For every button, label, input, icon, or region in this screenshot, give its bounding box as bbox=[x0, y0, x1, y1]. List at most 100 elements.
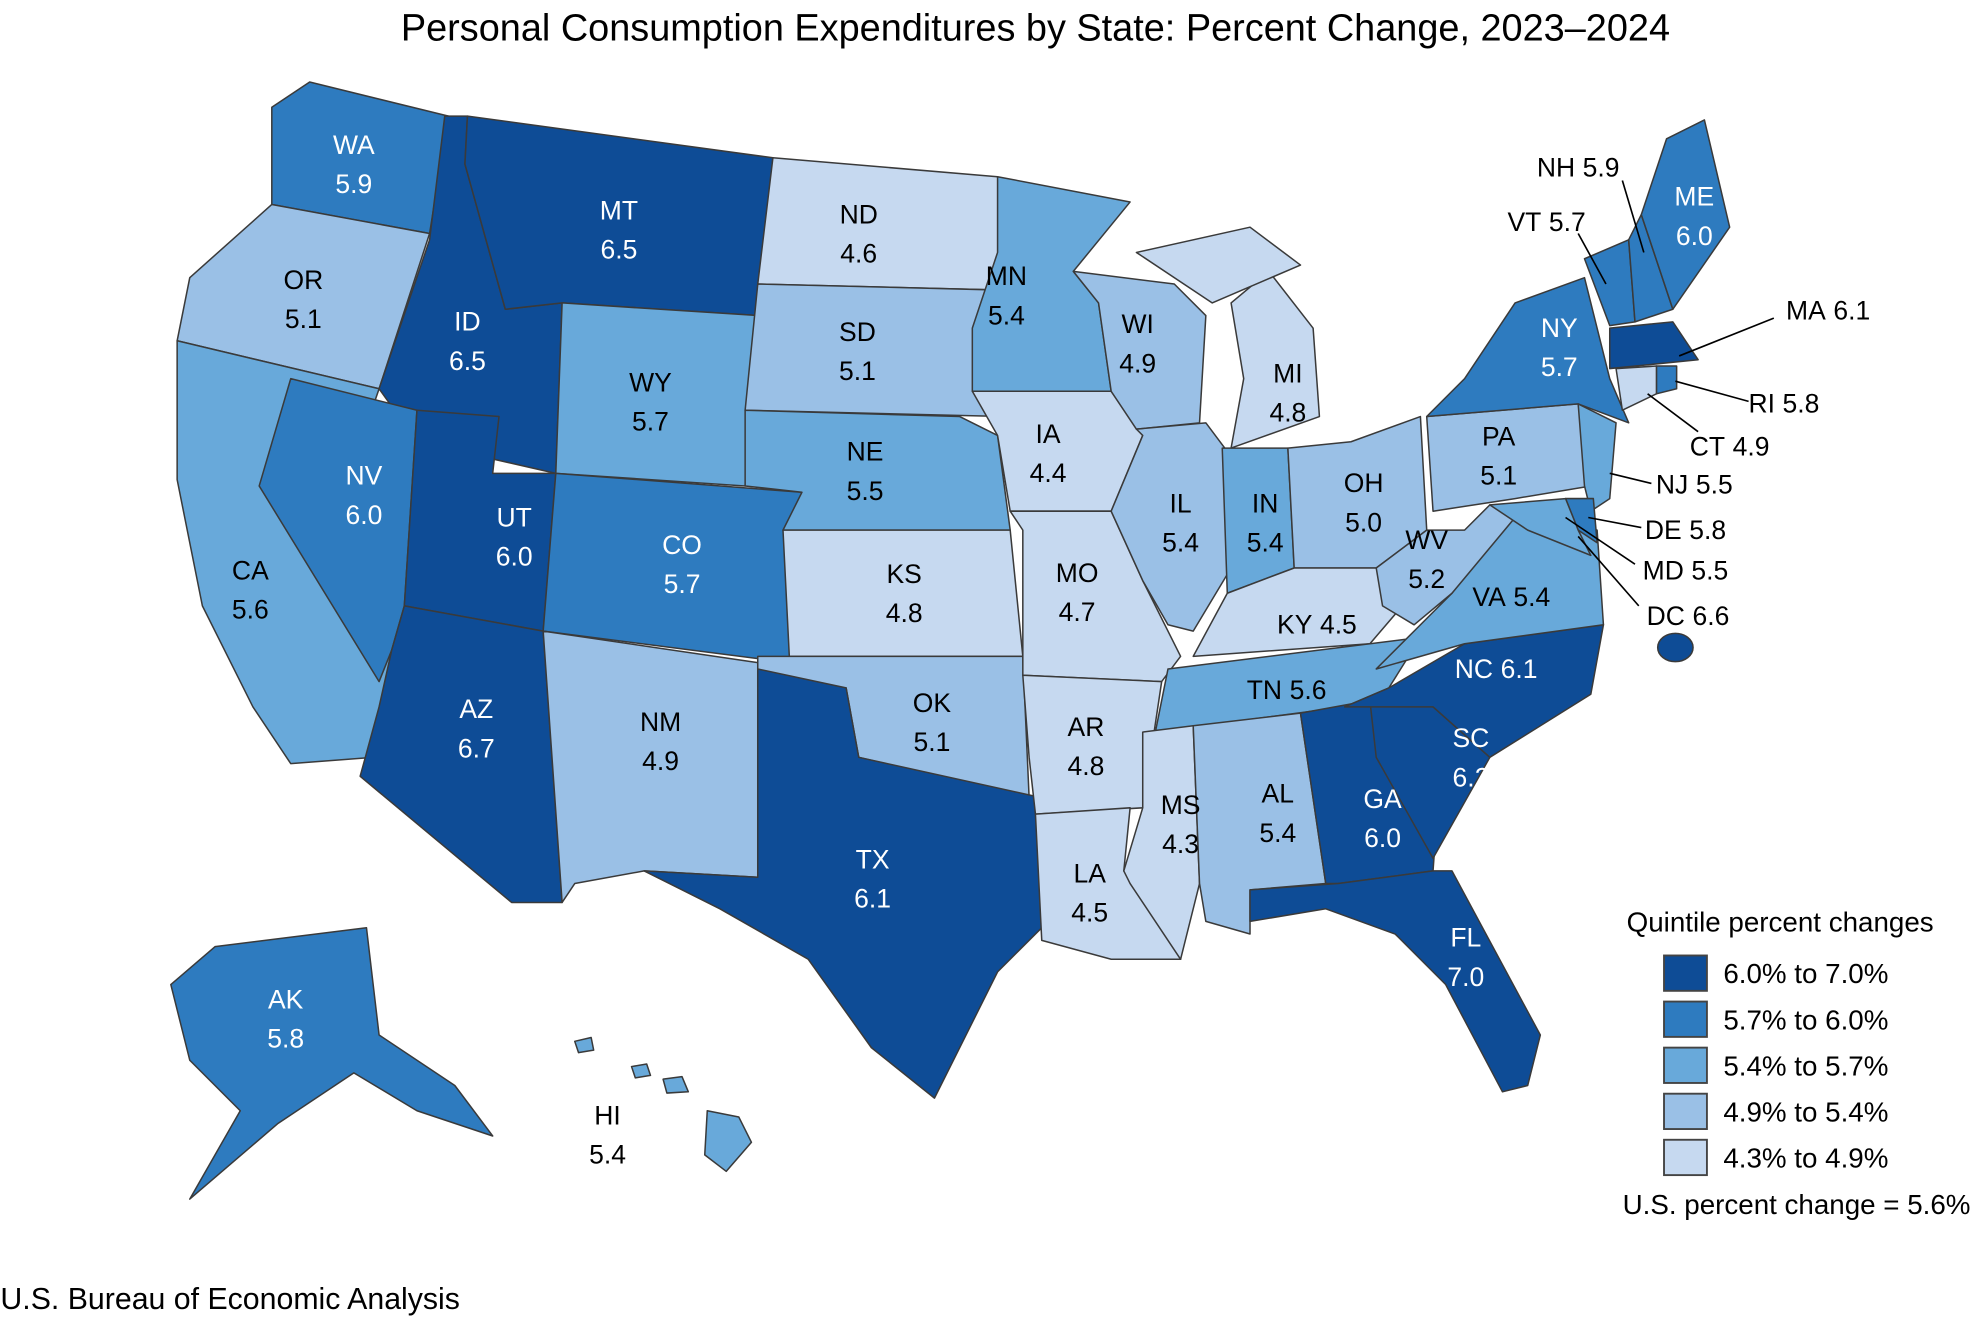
state-abbr: SC bbox=[1452, 723, 1489, 753]
legend-swatch bbox=[1663, 1092, 1708, 1130]
state-label-nh: NH 5.9 bbox=[1537, 153, 1620, 183]
state-value: 5.6 bbox=[232, 594, 269, 624]
state-label-ok: OK 5.1 bbox=[913, 688, 952, 757]
state-abbr: DE bbox=[1645, 515, 1682, 545]
state-shape bbox=[1135, 226, 1302, 304]
legend-item: 6.0% to 7.0% bbox=[1663, 954, 1888, 992]
state-value: 5.4 bbox=[1247, 528, 1284, 558]
leader-line bbox=[1609, 472, 1652, 485]
legend-item: 4.9% to 5.4% bbox=[1663, 1092, 1888, 1130]
legend-label: 6.0% to 7.0% bbox=[1723, 958, 1888, 989]
state-ny bbox=[1425, 276, 1630, 424]
state-abbr: SD bbox=[839, 317, 876, 347]
leader-line bbox=[1678, 317, 1775, 357]
legend-swatch bbox=[1663, 1046, 1708, 1084]
state-label-ny: NY 5.7 bbox=[1541, 313, 1578, 382]
state-value: 4.7 bbox=[1059, 597, 1096, 627]
state-abbr: KY bbox=[1277, 610, 1313, 640]
state-value: 4.5 bbox=[1071, 897, 1108, 927]
state-abbr: NM bbox=[640, 707, 681, 737]
state-shape bbox=[756, 157, 1011, 292]
state-label-ks: KS 4.8 bbox=[886, 559, 923, 628]
state-abbr: MS bbox=[1161, 790, 1201, 820]
state-shape bbox=[1425, 403, 1592, 512]
state-label-ct: CT 4.9 bbox=[1690, 432, 1770, 462]
state-abbr: ND bbox=[840, 199, 878, 229]
state-label-ca: CA 5.6 bbox=[232, 555, 269, 624]
state-value: 6.1 bbox=[1501, 654, 1538, 684]
legend-swatch bbox=[1663, 954, 1708, 992]
state-value: 5.4 bbox=[1259, 818, 1296, 848]
state-label-ne: NE 5.5 bbox=[847, 437, 884, 506]
state-value: 5.8 bbox=[1689, 515, 1726, 545]
state-value: 6.0 bbox=[496, 541, 533, 571]
state-label-md: MD 5.5 bbox=[1643, 555, 1729, 585]
state-value: 5.4 bbox=[988, 300, 1025, 330]
state-abbr: AL bbox=[1262, 779, 1294, 809]
state-il bbox=[1110, 422, 1232, 632]
state-value: 5.6 bbox=[1290, 675, 1327, 705]
state-shape bbox=[1656, 632, 1694, 663]
state-value: 5.7 bbox=[1541, 352, 1578, 382]
state-fl bbox=[1249, 870, 1542, 1093]
state-abbr: WY bbox=[629, 367, 672, 397]
state-label-oh: OH 5.0 bbox=[1344, 468, 1384, 537]
state-abbr: OR bbox=[283, 265, 323, 295]
state-value: 5.1 bbox=[1480, 461, 1517, 491]
legend-swatch bbox=[1663, 1138, 1708, 1177]
state-label-dc: DC 6.6 bbox=[1647, 601, 1730, 631]
state-label-ak: AK 5.8 bbox=[267, 984, 304, 1053]
state-abbr: IL bbox=[1170, 488, 1192, 518]
state-label-ar: AR 4.8 bbox=[1068, 712, 1105, 781]
state-label-sc: SC 6.2 bbox=[1452, 723, 1489, 792]
state-label-wi: WI 4.9 bbox=[1119, 309, 1156, 378]
state-label-pa: PA 5.1 bbox=[1480, 422, 1517, 491]
state-value: 6.0 bbox=[1676, 221, 1713, 251]
state-value: 4.3 bbox=[1162, 829, 1199, 859]
state-pa bbox=[1425, 403, 1592, 512]
state-abbr: MO bbox=[1056, 558, 1099, 588]
state-value: 6.0 bbox=[346, 500, 383, 530]
state-label-sd: SD 5.1 bbox=[839, 317, 876, 386]
state-abbr: MI bbox=[1273, 358, 1302, 388]
state-value: 5.5 bbox=[847, 476, 884, 506]
state-abbr: ME bbox=[1674, 182, 1714, 212]
state-abbr: NC bbox=[1455, 654, 1493, 684]
state-abbr: GA bbox=[1363, 784, 1402, 814]
state-label-wy: WY 5.7 bbox=[629, 367, 672, 436]
state-shape bbox=[662, 1075, 690, 1094]
state-ks bbox=[782, 529, 1024, 658]
state-label-tx: TX 6.1 bbox=[854, 844, 891, 913]
leader-line bbox=[1647, 393, 1699, 433]
state-shape bbox=[1425, 276, 1630, 424]
state-value: 4.6 bbox=[840, 239, 877, 269]
state-label-me: ME 6.0 bbox=[1674, 182, 1714, 251]
state-value: 6.1 bbox=[1833, 295, 1870, 325]
state-abbr: UT bbox=[496, 502, 531, 532]
state-shape bbox=[1640, 119, 1731, 310]
state-dc bbox=[1656, 632, 1694, 663]
state-abbr: VA bbox=[1472, 582, 1506, 612]
state-label-wv: WV 5.2 bbox=[1405, 525, 1448, 594]
state-shape bbox=[573, 1036, 595, 1054]
state-label-mt: MT 6.5 bbox=[600, 196, 638, 265]
state-value: 6.5 bbox=[600, 235, 637, 265]
state-shape bbox=[630, 1063, 652, 1079]
state-label-tn: TN 5.6 bbox=[1247, 675, 1327, 705]
state-label-nc: NC 6.1 bbox=[1455, 654, 1538, 684]
state-abbr: MA bbox=[1786, 295, 1826, 325]
state-value: 5.7 bbox=[1549, 207, 1586, 237]
legend-item: 5.7% to 6.0% bbox=[1663, 1000, 1888, 1038]
state-label-ia: IA 4.4 bbox=[1030, 419, 1067, 488]
state-label-nj: NJ 5.5 bbox=[1656, 470, 1733, 500]
legend: Quintile percent changes 6.0% to 7.0% 5.7… bbox=[1623, 907, 1971, 1221]
state-hi bbox=[573, 1036, 753, 1173]
state-shape bbox=[1577, 403, 1617, 512]
state-value: 5.4 bbox=[589, 1140, 626, 1170]
state-label-va: VA 5.4 bbox=[1472, 582, 1550, 612]
leader-line bbox=[1675, 380, 1749, 403]
state-abbr: NJ bbox=[1656, 470, 1688, 500]
state-shape bbox=[1615, 365, 1658, 411]
state-shape bbox=[744, 283, 1011, 418]
state-label-nm: NM 4.9 bbox=[640, 707, 681, 776]
